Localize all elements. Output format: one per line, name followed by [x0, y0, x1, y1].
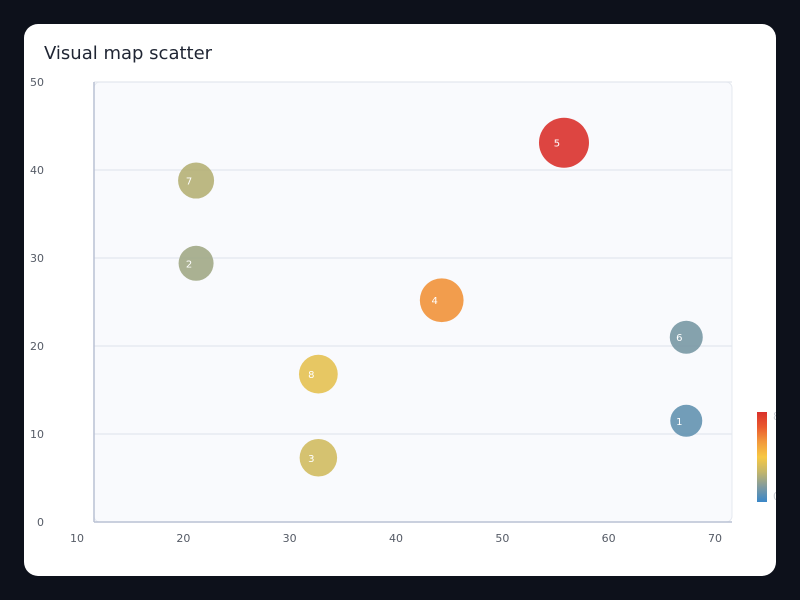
chart-card: Visual map scatter 10 20 30 40 50 60 70 0 10 20 30…	[24, 24, 776, 576]
data-point[interactable]	[670, 404, 703, 437]
data-point[interactable]	[419, 278, 464, 323]
y-tick-label: 10	[30, 428, 44, 441]
data-point-label: 3	[308, 454, 314, 465]
x-tick-label: 70	[708, 532, 722, 545]
data-point[interactable]	[298, 354, 338, 394]
visual-map-bar[interactable]	[757, 412, 767, 502]
x-tick-label: 60	[602, 532, 616, 545]
data-point-label: 5	[554, 139, 560, 150]
y-tick-label: 20	[30, 340, 44, 353]
x-tick-label: 20	[176, 532, 190, 545]
data-point[interactable]	[669, 320, 703, 354]
data-point-label: 8	[308, 370, 314, 381]
data-point[interactable]	[299, 439, 338, 477]
y-tick-label: 40	[30, 164, 44, 177]
x-tick-label: 10	[70, 532, 84, 545]
x-tick-label: 40	[389, 532, 403, 545]
data-point-label: 7	[186, 177, 192, 188]
data-point-label: 2	[186, 259, 192, 270]
plot-area	[93, 81, 733, 523]
visual-map-min-label: 0	[773, 490, 776, 503]
y-tick-label: 30	[30, 252, 44, 265]
chart-title: Visual map scatter	[44, 43, 213, 64]
y-tick-label: 50	[30, 76, 44, 89]
data-point[interactable]	[538, 117, 589, 168]
y-tick-label: 0	[37, 516, 44, 529]
data-point[interactable]	[178, 245, 214, 281]
x-tick-label: 30	[283, 532, 297, 545]
x-tick-label: 50	[495, 532, 509, 545]
data-point-label: 4	[432, 296, 438, 307]
visual-map-max-label: 80	[773, 410, 776, 423]
data-point-label: 1	[676, 417, 682, 428]
scatter-plot: 10 20 30 40 50 60 70 0 10 20 30 40 50 1 2 3 4 5 6 7 8 80 0	[30, 76, 776, 545]
data-point[interactable]	[178, 162, 215, 199]
data-point-label: 6	[676, 333, 682, 344]
